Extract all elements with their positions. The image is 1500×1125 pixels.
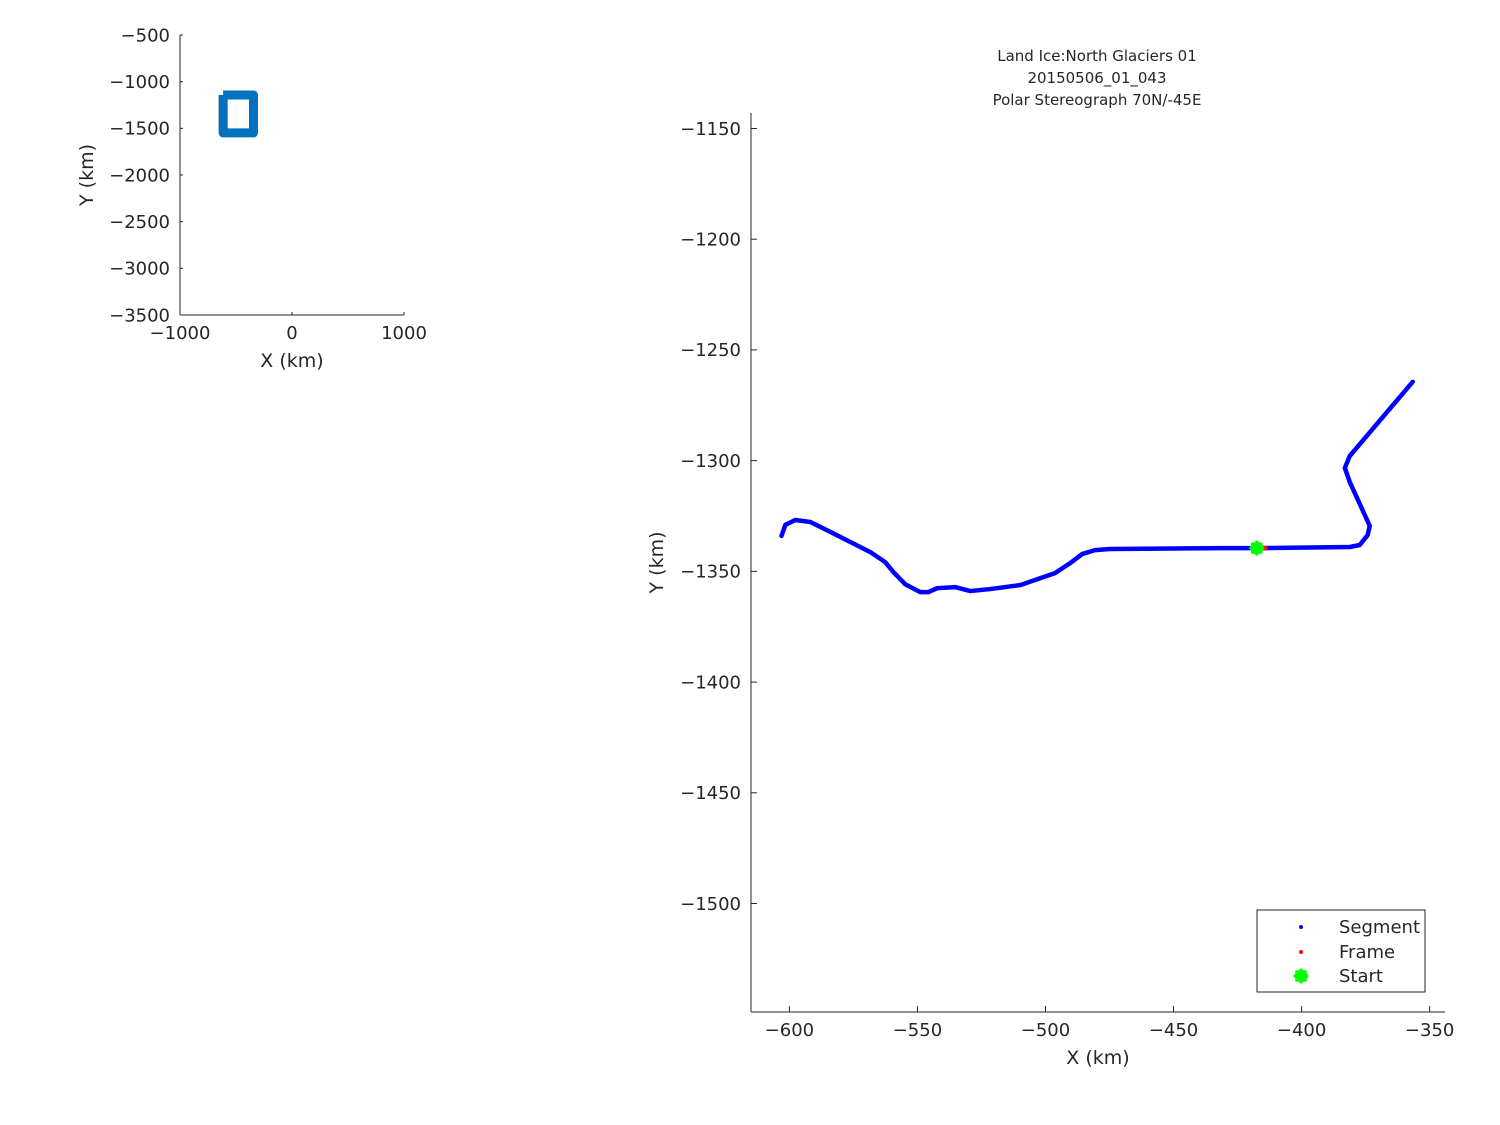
- y-tick-label: −3000: [109, 259, 170, 280]
- y-tick-label: −1150: [680, 119, 741, 140]
- legend-label: Start: [1339, 966, 1383, 987]
- legend-label: Frame: [1339, 942, 1395, 963]
- y-tick-label: −1350: [680, 562, 741, 583]
- chart-title-line: Polar Stereograph 70N/-45E: [993, 91, 1202, 109]
- y-tick-label: −2500: [109, 212, 170, 233]
- legend-label: Segment: [1339, 917, 1420, 938]
- x-tick-label: −600: [765, 1020, 814, 1041]
- legend-start-marker: [1293, 968, 1309, 984]
- x-tick-label: 0: [286, 323, 297, 344]
- chart-title-line: 20150506_01_043: [1027, 69, 1166, 88]
- x-tick-label: −550: [893, 1020, 942, 1041]
- x-tick-label: 1000: [381, 323, 427, 344]
- x-axis-label: X (km): [260, 350, 323, 372]
- y-axis-label: Y (km): [646, 532, 668, 595]
- y-tick-label: −500: [121, 25, 170, 46]
- y-axis-label: Y (km): [76, 144, 98, 207]
- segment-track: [779, 379, 1415, 595]
- x-tick-label: −1000: [150, 323, 211, 344]
- y-tick-label: −3500: [109, 305, 170, 326]
- legend-segment-marker: [1299, 925, 1303, 929]
- y-tick-label: −1400: [680, 672, 741, 693]
- legend: Segment Frame Start: [1256, 909, 1426, 993]
- x-tick-label: −400: [1277, 1020, 1326, 1041]
- x-tick-label: −500: [1021, 1020, 1070, 1041]
- y-tick-label: −1500: [680, 894, 741, 915]
- main-axes: −600 −550 −500 −450 −400 −350 −1150 −1200 −1250 −…: [646, 47, 1454, 1069]
- overview-extent-box: [218, 90, 258, 138]
- legend-frame-marker: [1299, 950, 1303, 954]
- y-tick-label: −1450: [680, 783, 741, 804]
- y-tick-label: −1500: [109, 119, 170, 140]
- x-axis-label: X (km): [1066, 1047, 1129, 1069]
- chart-title-line: Land Ice:North Glaciers 01: [997, 47, 1196, 65]
- y-tick-label: −1250: [680, 340, 741, 361]
- y-tick-label: −2000: [109, 165, 170, 186]
- overview-axes: −1000 0 1000 −500 −1000 −1500 −2000 −2500 −3000 −…: [76, 25, 427, 372]
- legend-box: [1256, 909, 1426, 993]
- start-marker: [1248, 540, 1265, 557]
- x-tick-label: −450: [1149, 1020, 1198, 1041]
- x-tick-label: −350: [1405, 1020, 1454, 1041]
- y-tick-label: −1300: [680, 451, 741, 472]
- y-tick-label: −1000: [109, 72, 170, 93]
- y-tick-label: −1200: [680, 230, 741, 251]
